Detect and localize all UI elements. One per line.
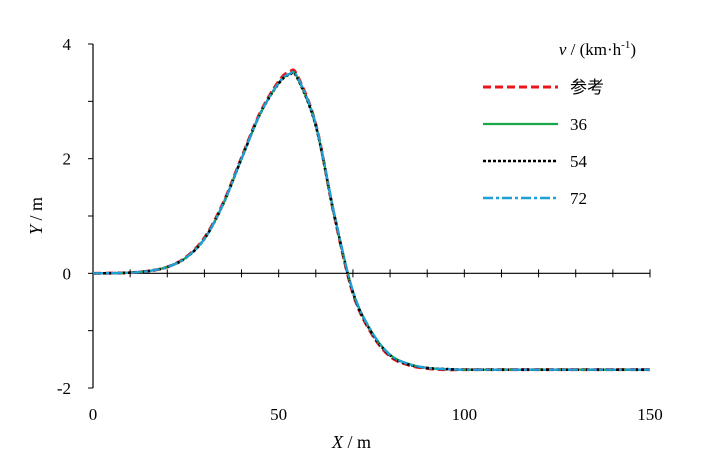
series-layer bbox=[92, 68, 650, 372]
series-line-2 bbox=[92, 70, 650, 371]
x-tick-label: 100 bbox=[452, 405, 478, 424]
x-axis-label: X / m bbox=[331, 432, 371, 452]
legend: v / (km·h-1) 参考 36 54 72 bbox=[483, 39, 636, 208]
axes: -2 0 2 4 0 50 100 150 X / m Y / m bbox=[26, 35, 663, 452]
y-tick-label: 2 bbox=[63, 150, 72, 169]
legend-label-2: 36 bbox=[570, 115, 587, 134]
legend-label-1: 参考 bbox=[570, 78, 604, 97]
legend-label-3: 54 bbox=[570, 152, 588, 171]
x-tick-label: 0 bbox=[89, 405, 98, 424]
x-tick-label: 150 bbox=[637, 405, 663, 424]
series-line-3 bbox=[92, 71, 650, 371]
y-tick-label: -2 bbox=[57, 379, 71, 398]
series-line-4 bbox=[92, 70, 650, 371]
legend-label-4: 72 bbox=[570, 189, 587, 208]
x-tick-label: 50 bbox=[270, 405, 287, 424]
y-tick-label: 4 bbox=[63, 35, 72, 54]
y-axis-label: Y / m bbox=[26, 197, 46, 235]
legend-title: v / (km·h-1) bbox=[559, 39, 636, 59]
y-tick-label: 0 bbox=[63, 264, 72, 283]
series-line-1 bbox=[92, 68, 650, 372]
